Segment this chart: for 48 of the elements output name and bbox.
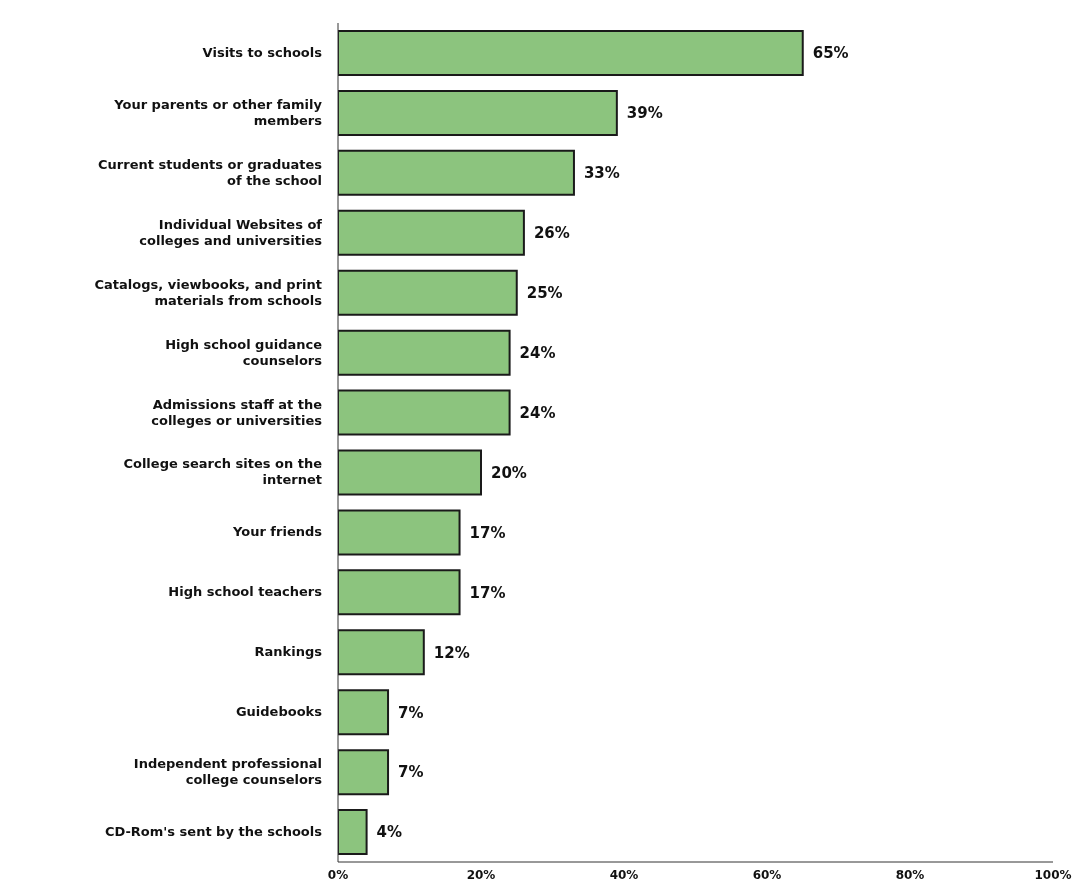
data-label: 26% [533, 224, 570, 243]
bar [338, 629, 425, 676]
y-tick-label: Rankings [254, 644, 323, 660]
data-label: 7% [398, 703, 424, 722]
y-tick-label: Independent professional college counselors [133, 756, 323, 788]
bar [338, 509, 461, 556]
y-tick-label: CD-Rom's sent by the schools [104, 824, 323, 840]
data-label: 4% [376, 823, 403, 842]
y-tick-label: College search sites on the internet [123, 456, 323, 488]
data-label: 65% [812, 44, 849, 63]
bar [338, 809, 368, 856]
data-label: 39% [626, 104, 663, 123]
bar [338, 30, 804, 76]
bar [338, 749, 390, 796]
bar [338, 89, 618, 136]
bar [338, 269, 518, 316]
y-tick-label: Your friends [232, 524, 323, 540]
y-tick-label: Current students or graduates of the school [98, 156, 323, 188]
bar [338, 569, 461, 616]
x-tick-label: 0% [327, 867, 349, 882]
data-label: 24% [519, 343, 556, 362]
bar [338, 689, 390, 736]
y-tick-label: High school guidance counselors [165, 336, 323, 368]
y-tick-label: Guidebooks [235, 704, 323, 720]
x-tick-label: 20% [466, 867, 496, 882]
x-tick-label: 100% [1034, 867, 1072, 882]
y-tick-label: Your parents or other family members [113, 96, 323, 128]
data-label: 12% [433, 643, 470, 662]
data-label: 24% [519, 403, 556, 422]
x-tick-label: 60% [752, 867, 782, 882]
data-label: 7% [398, 763, 424, 782]
data-label: 33% [583, 164, 620, 183]
data-label: 17% [469, 523, 506, 542]
y-tick-label: Catalogs, viewbooks, and print materials from schools [94, 276, 323, 308]
data-label: 17% [469, 583, 506, 602]
x-tick-label: 80% [895, 867, 925, 882]
bar [338, 449, 482, 496]
y-tick-label: High school teachers [168, 584, 323, 600]
data-label: 25% [526, 284, 563, 303]
bar [338, 389, 511, 436]
x-tick-label: 40% [609, 867, 639, 882]
y-tick-label: Admissions staff at the colleges or universities [151, 396, 323, 428]
bar [338, 149, 575, 196]
bar [338, 329, 511, 376]
y-tick-label: Individual Websites of colleges and universities [139, 216, 323, 248]
data-label: 20% [491, 463, 527, 482]
y-tick-label: Visits to schools [202, 44, 323, 60]
bar [338, 209, 525, 256]
